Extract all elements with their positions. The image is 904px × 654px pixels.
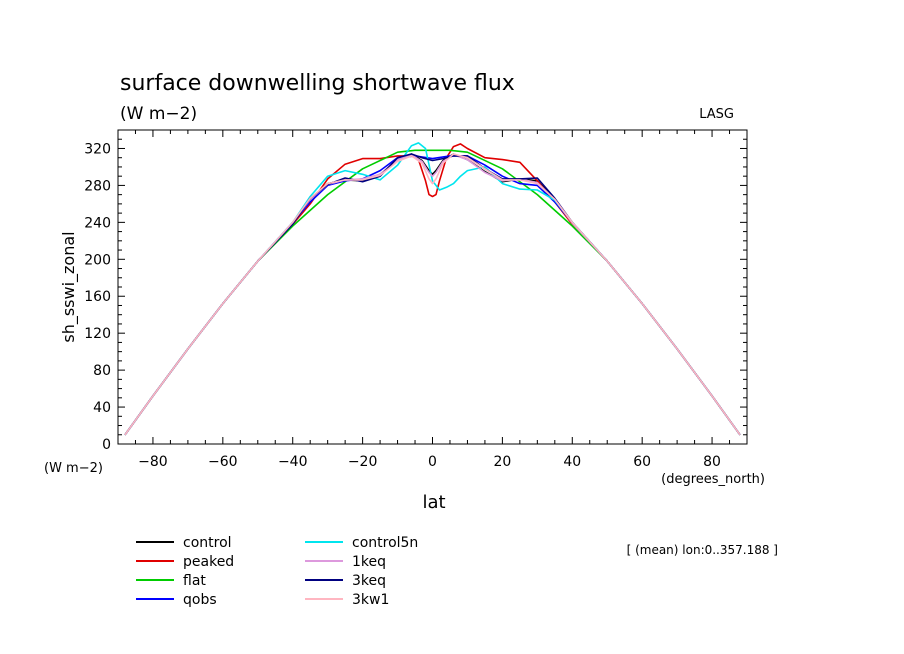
y-axis-label: sh_sswi_zonal xyxy=(59,231,79,342)
source-label: LASG xyxy=(699,107,734,122)
x-tick-label: 60 xyxy=(633,454,651,470)
y-tick-label: 120 xyxy=(84,326,111,342)
series-line-flat xyxy=(124,149,741,436)
series-line-qobs xyxy=(124,155,741,436)
mean-note: [ (mean) lon:0..357.188 ] xyxy=(627,543,778,557)
x-tick-labels: −80 −60 −40 −20 0 20 40 60 80 xyxy=(138,454,721,470)
legend-label-3keq: 3keq xyxy=(352,573,386,589)
x-tick-label: 20 xyxy=(493,454,511,470)
series-line-control5n xyxy=(124,142,741,436)
legend-label-3kw1: 3kw1 xyxy=(352,592,389,608)
x-tick-label: −60 xyxy=(208,454,238,470)
y-axis-units: (W m−2) xyxy=(44,461,103,476)
series-layer xyxy=(124,142,741,436)
legend: control peaked flat qobs control5n 1keq 3keq 3k… xyxy=(136,535,418,608)
y-tick-labels: 0 40 80 120 160 200 240 280 320 xyxy=(84,141,111,453)
series-line-3kw1 xyxy=(124,153,741,436)
y-tick-label: 160 xyxy=(84,289,111,305)
chart-units: (W m−2) xyxy=(120,104,197,124)
x-tick-label: 0 xyxy=(428,454,437,470)
x-tick-label: 80 xyxy=(703,454,721,470)
legend-label-qobs: qobs xyxy=(183,592,217,608)
legend-label-peaked: peaked xyxy=(183,554,234,570)
y-tick-label: 80 xyxy=(93,363,111,379)
ticks-layer xyxy=(118,130,747,444)
x-tick-label: 40 xyxy=(563,454,581,470)
y-tick-label: 240 xyxy=(84,215,111,231)
x-axis-units: (degrees_north) xyxy=(661,472,765,487)
y-tick-label: 40 xyxy=(93,400,111,416)
x-tick-label: −80 xyxy=(138,454,168,470)
x-tick-label: −40 xyxy=(278,454,308,470)
legend-label-control: control xyxy=(183,535,232,551)
legend-label-control5n: control5n xyxy=(352,535,418,551)
x-axis-label: lat xyxy=(422,492,445,513)
series-line-peaked xyxy=(124,143,741,436)
y-tick-label: 280 xyxy=(84,178,111,194)
y-tick-label: 200 xyxy=(84,252,111,268)
y-tick-label: 0 xyxy=(102,437,111,453)
chart-title: surface downwelling shortwave flux xyxy=(120,71,515,96)
legend-label-flat: flat xyxy=(183,573,206,589)
legend-label-1keq: 1keq xyxy=(352,554,386,570)
y-tick-label: 320 xyxy=(84,141,111,157)
x-tick-label: −20 xyxy=(348,454,378,470)
